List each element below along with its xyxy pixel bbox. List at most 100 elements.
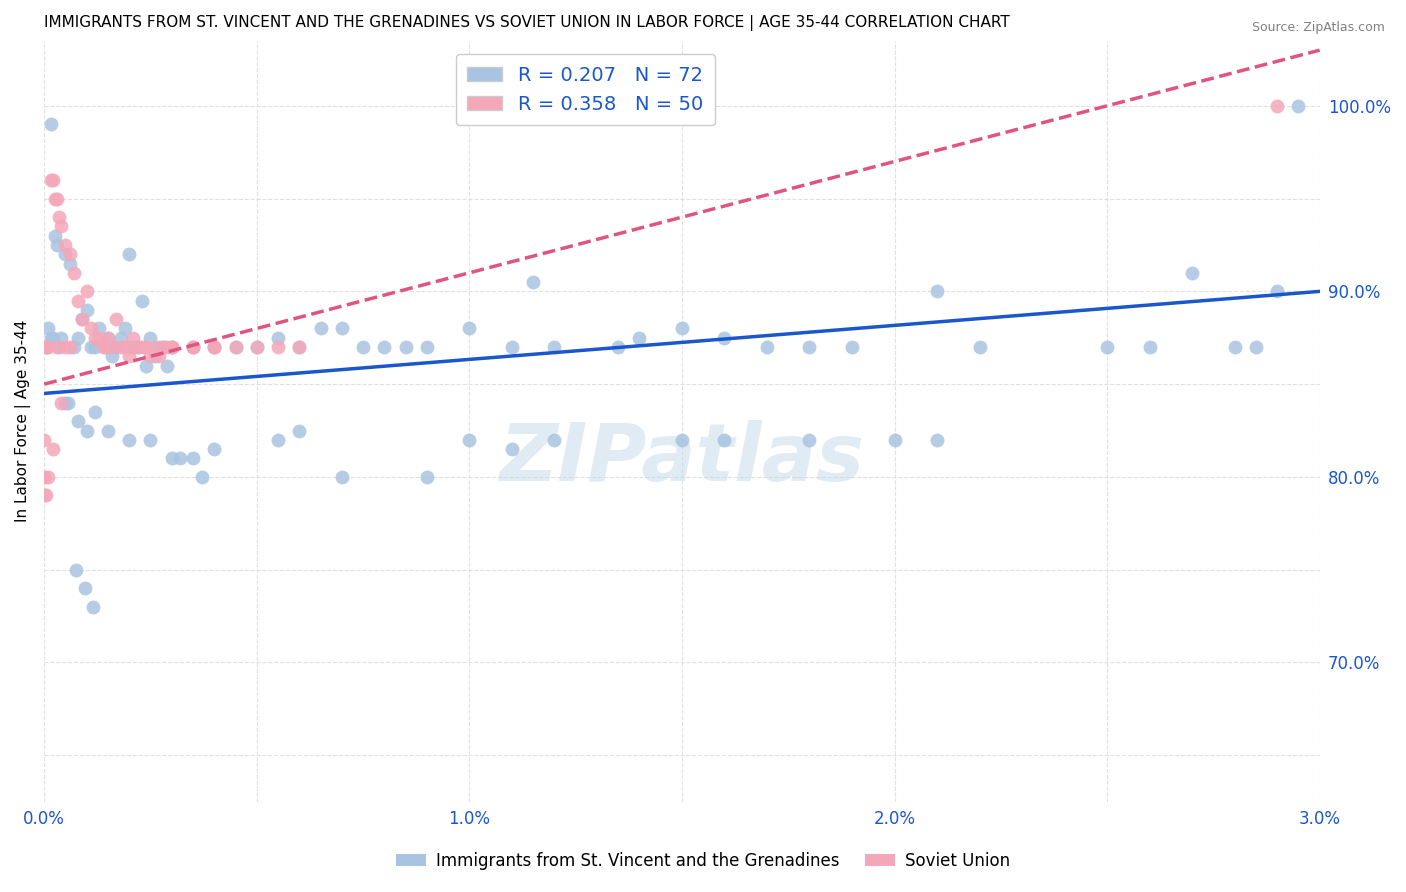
Point <box>48 340 70 354</box>
Point <box>93 340 115 354</box>
Point <box>110 340 132 354</box>
Point <box>755 340 778 354</box>
Point <box>105 340 128 354</box>
Point <box>139 433 162 447</box>
Point <box>35 340 58 354</box>
Point <box>72 312 94 326</box>
Point <box>89 321 111 335</box>
Point <box>63 340 86 354</box>
Point <box>671 433 693 447</box>
Point <box>246 340 269 354</box>
Point <box>55 238 77 252</box>
Point <box>41 173 63 187</box>
Point <box>267 331 290 345</box>
Legend: R = 0.207   N = 72, R = 0.358   N = 50: R = 0.207 N = 72, R = 0.358 N = 50 <box>456 54 714 126</box>
Point <box>135 340 157 354</box>
Point <box>156 340 179 354</box>
Point <box>288 424 311 438</box>
Point <box>202 340 225 354</box>
Point <box>267 433 290 447</box>
Point <box>97 331 120 345</box>
Point <box>969 340 991 354</box>
Point <box>127 340 149 354</box>
Point <box>139 349 162 363</box>
Point <box>841 340 863 354</box>
Point <box>51 219 73 234</box>
Point <box>131 340 153 354</box>
Point <box>143 349 166 363</box>
Point <box>97 340 120 354</box>
Point <box>501 442 523 456</box>
Point <box>93 340 115 354</box>
Point <box>143 340 166 354</box>
Point <box>46 192 69 206</box>
Point <box>160 451 183 466</box>
Point <box>48 210 70 224</box>
Point <box>67 293 90 308</box>
Point <box>181 340 204 354</box>
Point <box>671 321 693 335</box>
Point <box>1181 266 1204 280</box>
Point <box>89 331 111 345</box>
Point <box>80 321 103 335</box>
Point <box>628 331 651 345</box>
Point <box>84 405 107 419</box>
Point <box>330 321 353 335</box>
Point <box>330 470 353 484</box>
Point <box>139 331 162 345</box>
Point <box>202 340 225 354</box>
Point <box>46 238 69 252</box>
Point <box>118 349 141 363</box>
Point <box>39 173 62 187</box>
Point <box>56 395 79 409</box>
Point <box>76 424 98 438</box>
Point <box>152 340 174 354</box>
Point <box>883 433 905 447</box>
Point <box>1139 340 1161 354</box>
Point <box>84 331 107 345</box>
Point <box>41 442 63 456</box>
Point <box>225 340 247 354</box>
Point <box>799 433 821 447</box>
Point <box>543 433 565 447</box>
Text: Source: ZipAtlas.com: Source: ZipAtlas.com <box>1251 21 1385 34</box>
Point <box>63 266 86 280</box>
Point <box>288 340 311 354</box>
Point <box>267 340 290 354</box>
Y-axis label: In Labor Force | Age 35-44: In Labor Force | Age 35-44 <box>15 320 31 523</box>
Point <box>148 340 170 354</box>
Point <box>713 331 735 345</box>
Point <box>713 433 735 447</box>
Point <box>114 321 136 335</box>
Legend: Immigrants from St. Vincent and the Grenadines, Soviet Union: Immigrants from St. Vincent and the Gren… <box>389 846 1017 877</box>
Point <box>76 285 98 299</box>
Point <box>44 192 66 206</box>
Point <box>67 414 90 428</box>
Point <box>97 424 120 438</box>
Point <box>118 340 141 354</box>
Point <box>82 599 104 614</box>
Point <box>160 340 183 354</box>
Point <box>114 340 136 354</box>
Point <box>799 340 821 354</box>
Point <box>458 433 481 447</box>
Point <box>925 285 948 299</box>
Point <box>55 340 77 354</box>
Point <box>416 470 439 484</box>
Text: IMMIGRANTS FROM ST. VINCENT AND THE GRENADINES VS SOVIET UNION IN LABOR FORCE | : IMMIGRANTS FROM ST. VINCENT AND THE GREN… <box>44 15 1010 31</box>
Point <box>59 340 82 354</box>
Point <box>1095 340 1118 354</box>
Point <box>55 247 77 261</box>
Point <box>37 470 59 484</box>
Point <box>607 340 630 354</box>
Point <box>152 340 174 354</box>
Point <box>122 331 145 345</box>
Point <box>202 442 225 456</box>
Point <box>37 321 59 335</box>
Point <box>118 433 141 447</box>
Point <box>39 331 62 345</box>
Point <box>169 451 191 466</box>
Point <box>73 581 96 595</box>
Point <box>97 331 120 345</box>
Text: ZIPatlas: ZIPatlas <box>499 420 865 499</box>
